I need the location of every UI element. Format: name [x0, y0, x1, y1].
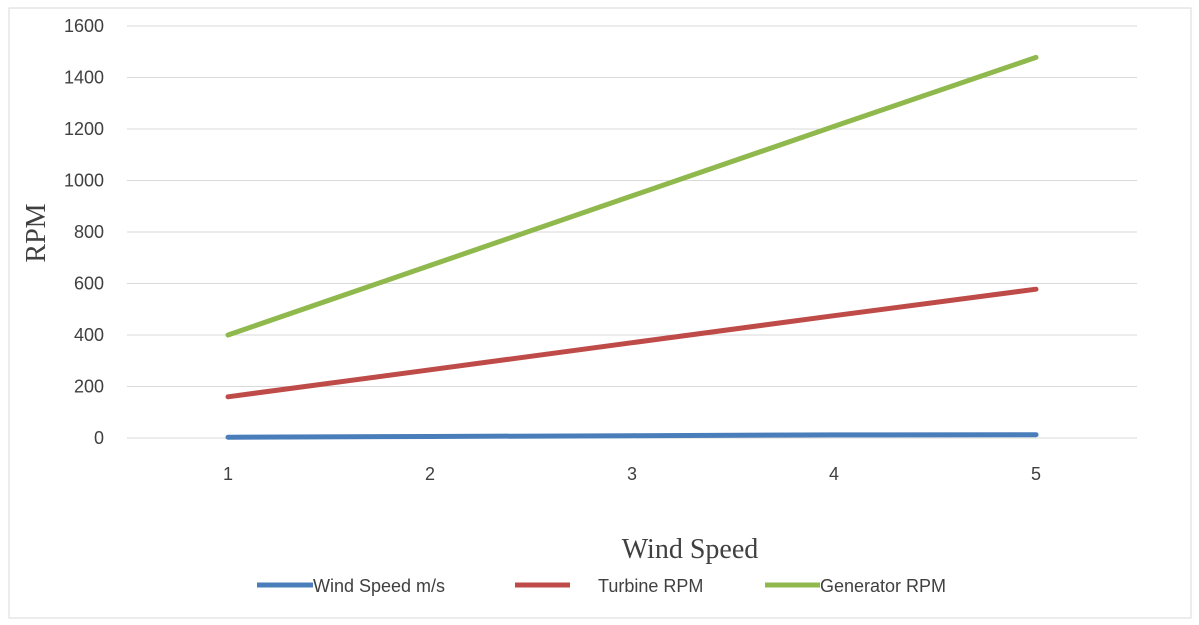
y-tick-label: 200 [74, 377, 104, 397]
y-tick-label: 600 [74, 274, 104, 294]
legend-label: Generator RPM [820, 576, 946, 596]
y-tick-label: 1000 [64, 171, 104, 191]
x-tick-label: 5 [1031, 464, 1041, 484]
x-axis-title: Wind Speed [622, 534, 759, 565]
x-tick-label: 3 [627, 464, 637, 484]
y-tick-label: 1600 [64, 16, 104, 36]
legend-label: Turbine RPM [598, 576, 703, 596]
chart-border [9, 8, 1191, 618]
x-tick-label: 4 [829, 464, 839, 484]
legend-label: Wind Speed m/s [313, 576, 445, 596]
series-line-0 [228, 435, 1036, 438]
y-axis-title: RPM [21, 203, 52, 262]
legend: Wind Speed m/s Turbine RPM Generator RPM [257, 576, 946, 596]
y-tick-label: 1200 [64, 119, 104, 139]
x-tick-label: 2 [425, 464, 435, 484]
y-tick-label: 0 [94, 428, 104, 448]
y-tick-label: 400 [74, 325, 104, 345]
y-tick-label: 800 [74, 222, 104, 242]
x-tick-label: 1 [223, 464, 233, 484]
y-tick-label: 1400 [64, 68, 104, 88]
